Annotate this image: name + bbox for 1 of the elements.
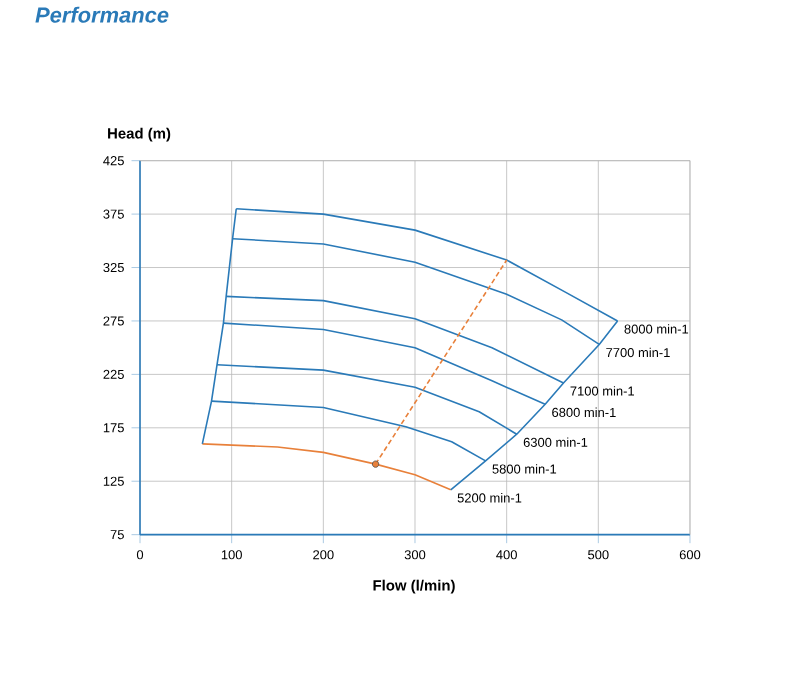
chart-title: Performance bbox=[35, 6, 169, 23]
